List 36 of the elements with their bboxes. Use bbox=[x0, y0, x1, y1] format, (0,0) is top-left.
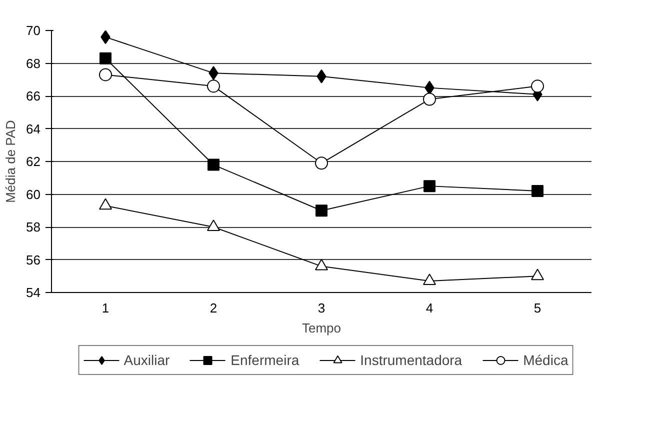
y-tick-label: 64 bbox=[26, 121, 41, 136]
y-tick-label: 58 bbox=[26, 220, 41, 234]
point bbox=[207, 80, 220, 93]
y-tick-label: 70 bbox=[26, 23, 41, 38]
point bbox=[99, 68, 112, 82]
y-axis-title: Média de PAD bbox=[3, 120, 18, 203]
point bbox=[531, 80, 544, 93]
legend-label: Instrumentadora bbox=[360, 352, 462, 368]
point bbox=[315, 258, 328, 270]
x-tick-label: 5 bbox=[534, 300, 542, 316]
point bbox=[100, 52, 112, 64]
x-tick-label: 1 bbox=[102, 300, 110, 316]
point bbox=[99, 198, 112, 210]
point bbox=[207, 220, 220, 231]
legend-label: Auxiliar bbox=[124, 352, 170, 368]
y-tick-label: 60 bbox=[26, 186, 41, 202]
x-tick-label: 4 bbox=[426, 300, 434, 316]
y-tick-label: 68 bbox=[26, 56, 41, 71]
y-tick-label: 54 bbox=[26, 285, 41, 300]
point bbox=[531, 268, 544, 280]
point bbox=[424, 180, 436, 192]
point bbox=[423, 92, 436, 106]
legend-label: Médica bbox=[523, 352, 568, 368]
legend-label: Enfermeira bbox=[230, 352, 300, 368]
x-axis-title: Tempo bbox=[302, 320, 342, 336]
y-tick-label: 66 bbox=[26, 88, 41, 104]
x-tick-label: 2 bbox=[210, 300, 218, 316]
point bbox=[315, 156, 328, 170]
point bbox=[100, 30, 110, 44]
point bbox=[208, 158, 220, 171]
point bbox=[423, 274, 436, 285]
y-tick-label: 62 bbox=[26, 154, 41, 169]
point bbox=[532, 184, 544, 197]
x-tick-label: 3 bbox=[318, 300, 326, 316]
point bbox=[316, 204, 328, 217]
y-tick-label: 56 bbox=[26, 252, 41, 268]
